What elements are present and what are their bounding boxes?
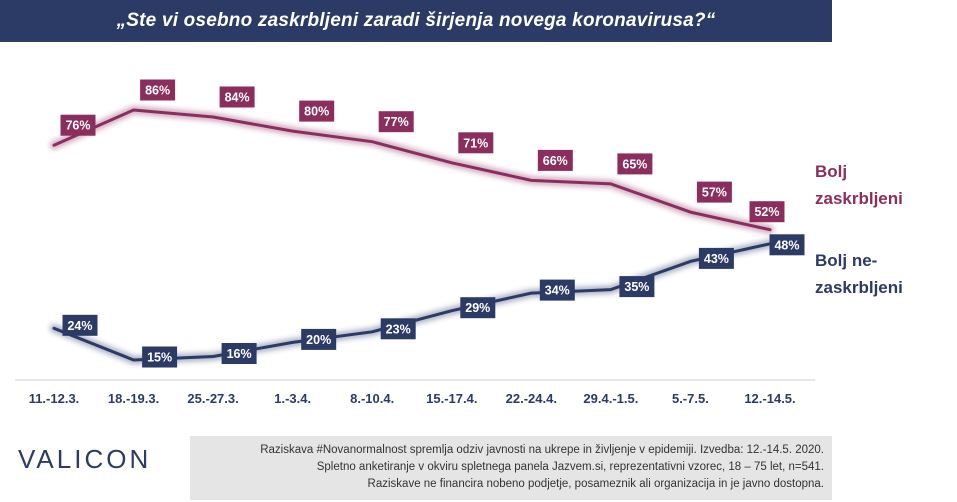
data-label-box [537,149,573,171]
valicon-logo: VALICON [18,444,152,474]
x-tick-label: 22.-24.4. [506,391,557,406]
data-label-concerned-0: 76% [60,114,96,136]
data-label-box [140,79,176,101]
data-label-box [698,247,734,269]
data-label-concerned-9: 52% [749,201,785,223]
legend-not-concerned-line2: zaskrbljeni [815,278,903,297]
legend-concerned-line2: zaskrbljeni [815,189,903,208]
data-label-box [539,279,575,301]
data-label-not-concerned-9: 48% [769,234,805,256]
data-label-text: 57% [702,186,727,200]
data-label-text: 52% [754,205,779,219]
x-tick-label: 5.-7.5. [672,391,709,406]
data-label-text: 86% [145,84,170,98]
x-tick-label: 18.-19.3. [108,391,159,406]
data-label-text: 76% [65,119,90,133]
data-label-not-concerned-2: 16% [221,343,257,364]
data-label-concerned-7: 65% [617,153,653,175]
footer-line-2: Spletno anketiranje v okviru spletnega p… [316,461,824,473]
data-label-box [62,314,98,336]
x-tick-label: 1.-3.4. [274,391,311,406]
data-label-box [458,132,494,154]
data-label-text: 29% [465,301,490,315]
data-label-text: 15% [147,351,172,365]
data-label-text: 77% [384,115,409,129]
data-label-concerned-5: 71% [458,132,494,154]
data-label-box [617,153,653,175]
legend-concerned: Bolj zaskrbljeni [815,158,903,212]
data-label-text: 35% [624,280,649,294]
data-label-box [299,100,335,122]
data-label-not-concerned-8: 43% [698,247,734,269]
data-label-text: 24% [67,319,92,333]
data-label-not-concerned-6: 34% [539,279,575,301]
data-label-concerned-8: 57% [696,181,732,203]
data-label-box [60,114,96,136]
data-label-box [460,297,496,319]
data-label-box [378,111,414,133]
x-tick-label: 11.-12.3. [29,391,80,406]
data-label-box [221,343,257,364]
data-label-text: 71% [463,136,488,150]
line-chart: 76% 86% 84% 80% 77% 71% 66% 65% 57% 52% 24% 15% 16% 2… [15,79,815,406]
data-label-not-concerned-5: 29% [460,297,496,319]
data-label-not-concerned-4: 23% [380,318,416,340]
data-label-concerned-2: 84% [219,86,255,108]
series-not-concerned-line [52,242,772,362]
data-label-text: 16% [227,347,252,361]
x-tick-label: 8.-10.4. [350,391,394,406]
footer-line-1: Raziskava #Novanormalnost spremlja odziv… [260,444,824,456]
data-label-not-concerned-0: 24% [62,314,98,336]
footer-note: Raziskava #Novanormalnost spremlja odziv… [190,436,832,500]
data-label-text: 65% [622,157,647,171]
chart-title: „Ste vi osebno zaskrbljeni zaradi širjen… [116,10,716,31]
footer-line-3: Raziskave ne financira nobeno podjetje, … [367,478,824,490]
x-tick-label: 12.-14.5. [744,391,795,406]
data-label-text: 80% [304,105,329,119]
data-label-concerned-1: 86% [140,79,176,101]
x-tick-label: 15.-17.4. [426,391,477,406]
legend-not-concerned-line1: Bolj ne- [815,251,878,270]
data-label-box [219,86,255,108]
data-label-box [619,276,655,298]
data-label-box [142,346,178,368]
series-concerned-line [52,108,772,232]
data-label-box [696,181,732,203]
data-label-box [301,328,337,350]
chart-title-bar: „Ste vi osebno zaskrbljeni zaradi širjen… [0,0,832,42]
data-label-text: 43% [704,252,729,266]
data-label-text: 23% [386,322,411,336]
x-tick-label: 29.4.-1.5. [583,391,638,406]
data-label-concerned-4: 77% [378,111,414,133]
data-label-text: 48% [774,238,799,252]
data-label-not-concerned-7: 35% [619,276,655,298]
series-not-concerned-glow [49,239,775,365]
data-label-box [769,234,805,256]
data-label-text: 84% [225,91,250,105]
data-label-concerned-6: 66% [537,149,573,171]
legend-not-concerned: Bolj ne- zaskrbljeni [815,247,903,301]
data-label-box [380,318,416,340]
legend-concerned-line1: Bolj [815,162,848,181]
data-label-text: 66% [543,154,568,168]
data-label-box [749,201,785,223]
data-label-not-concerned-1: 15% [142,346,178,368]
x-tick-label: 25.-27.3. [187,391,238,406]
data-label-not-concerned-3: 20% [301,328,337,350]
data-label-text: 20% [306,333,331,347]
data-label-text: 34% [545,284,570,298]
data-label-concerned-3: 80% [299,100,335,122]
